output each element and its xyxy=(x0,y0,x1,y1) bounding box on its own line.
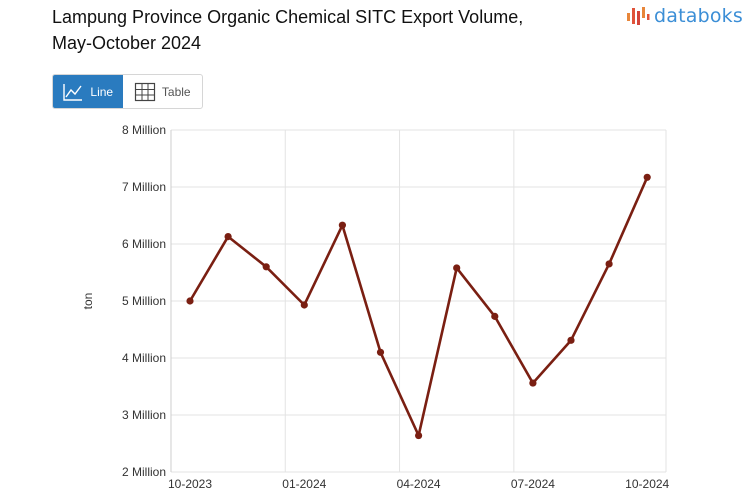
data-point[interactable] xyxy=(415,431,423,440)
grid-layer xyxy=(170,129,667,473)
data-point[interactable] xyxy=(338,221,346,229)
view-toggle: Line Table xyxy=(52,74,203,109)
brand-name: databoks xyxy=(654,5,743,27)
x-tick-label: 10-2024 xyxy=(625,477,669,491)
y-tick-label: 3 Million xyxy=(122,408,166,422)
databoks-logo[interactable]: databoks xyxy=(626,3,743,29)
data-point[interactable] xyxy=(224,232,232,241)
x-tick-label: 04-2024 xyxy=(397,477,441,491)
y-tick-label: 8 Million xyxy=(122,123,166,137)
chart-title-line-2: May-October 2024 xyxy=(52,33,202,53)
y-axis-title: ton xyxy=(81,293,95,310)
axis-layer: 2 Million 3 Million 4 Million 5 Million 6 Mi… xyxy=(81,123,670,491)
data-point[interactable] xyxy=(643,173,651,181)
data-point[interactable] xyxy=(262,263,270,271)
table-view-button[interactable]: Table xyxy=(123,75,202,108)
data-point[interactable] xyxy=(376,348,385,356)
series-line xyxy=(188,176,649,437)
data-point[interactable] xyxy=(605,260,613,268)
table-view-label: Table xyxy=(161,84,191,99)
chart-title: Lampung Province Organic Chemical SITC E… xyxy=(52,4,612,56)
chart-title-line-1: Lampung Province Organic Chemical SITC E… xyxy=(52,7,524,27)
data-point[interactable] xyxy=(186,297,194,305)
y-tick-label: 7 Million xyxy=(122,180,166,194)
y-tick-label: 4 Million xyxy=(122,351,166,365)
line-view-button[interactable]: Line xyxy=(53,75,123,108)
y-tick-label: 5 Million xyxy=(122,294,166,308)
data-point[interactable] xyxy=(567,336,575,344)
line-chart-icon xyxy=(63,83,83,101)
y-tick-label: 2 Million xyxy=(122,465,166,479)
data-point[interactable] xyxy=(491,312,499,320)
data-point[interactable] xyxy=(300,301,308,309)
data-point[interactable] xyxy=(529,379,537,387)
data-point[interactable] xyxy=(453,264,461,272)
series-layer xyxy=(186,173,651,440)
table-grid-icon xyxy=(134,82,156,101)
databoks-bars-icon xyxy=(627,7,650,25)
y-tick-label: 6 Million xyxy=(122,237,166,251)
line-view-label: Line xyxy=(90,84,114,99)
x-tick-label: 07-2024 xyxy=(511,477,555,491)
x-tick-label: 01-2024 xyxy=(282,477,326,491)
x-tick-label: 10-2023 xyxy=(168,477,212,491)
